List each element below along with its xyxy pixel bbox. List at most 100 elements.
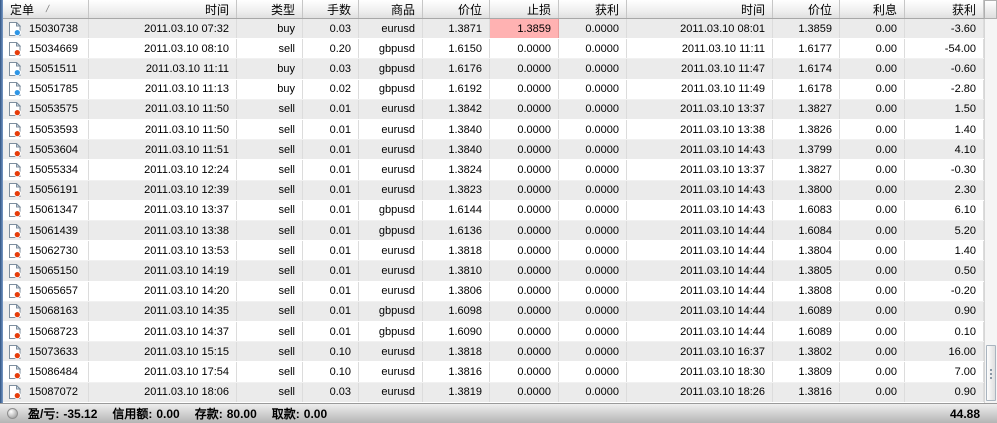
history-row[interactable]: 15062730 2011.03.10 13:53 sell 0.01 eurusd 1.… [3, 241, 984, 262]
order-sell-icon [9, 304, 21, 319]
cell-lots: 0.01 [303, 160, 359, 180]
history-row[interactable]: 15068723 2011.03.10 14:37 sell 0.01 gbpusd 1.… [3, 322, 984, 343]
history-row[interactable]: 15051785 2011.03.10 11:13 buy 0.02 gbpusd 1.6… [3, 79, 984, 100]
cell-tp: 0.0000 [559, 221, 627, 241]
cell-open_price: 1.3871 [423, 19, 490, 39]
cell-type: sell [237, 382, 303, 402]
cell-close_price: 1.3827 [773, 160, 840, 180]
order-buy-icon [9, 82, 21, 97]
history-row[interactable]: 15086484 2011.03.10 17:54 sell 0.10 eurusd 1.… [3, 362, 984, 383]
column-header-label: 价位 [457, 2, 482, 17]
column-header-label: 时间 [204, 2, 229, 17]
cell-type: buy [237, 19, 303, 39]
cell-tp: 0.0000 [559, 382, 627, 402]
history-row[interactable]: 15065150 2011.03.10 14:19 sell 0.01 eurusd 1.… [3, 261, 984, 282]
cell-tp: 0.0000 [559, 19, 627, 39]
order-number: 15086484 [29, 366, 78, 379]
history-row[interactable]: 15053604 2011.03.10 11:51 sell 0.01 eurusd 1.… [3, 140, 984, 161]
history-row[interactable]: 15073633 2011.03.10 15:15 sell 0.10 eurusd 1.… [3, 342, 984, 363]
column-header-type[interactable]: 类型 [237, 0, 303, 18]
history-row[interactable]: 15055334 2011.03.10 12:24 sell 0.01 eurusd 1.… [3, 160, 984, 181]
cell-sl: 0.0000 [490, 261, 559, 281]
cell-close_time: 2011.03.10 14:44 [627, 281, 773, 301]
cell-open_price: 1.3818 [423, 342, 490, 362]
scrollbar-thumb[interactable] [986, 345, 996, 401]
history-row[interactable]: 15056191 2011.03.10 12:39 sell 0.01 eurusd 1.… [3, 180, 984, 201]
cell-close_price: 1.3800 [773, 180, 840, 200]
cell-type: sell [237, 39, 303, 59]
cell-profit: 0.10 [905, 322, 984, 342]
cell-symbol: eurusd [359, 19, 423, 39]
cell-close_time: 2011.03.10 08:01 [627, 19, 773, 39]
cell-open_price: 1.6144 [423, 200, 490, 221]
cell-type: sell [237, 160, 303, 180]
column-header-swap[interactable]: 利息 [840, 0, 905, 18]
cell-close_price: 1.6083 [773, 200, 840, 221]
order-sell-icon [9, 324, 21, 339]
cell-sl: 0.0000 [490, 322, 559, 342]
column-header-close_time[interactable]: 时间 [627, 0, 773, 18]
history-row[interactable]: 15034669 2011.03.10 08:10 sell 0.20 gbpusd 1.… [3, 39, 984, 60]
column-header-close_price[interactable]: 价位 [773, 0, 840, 18]
history-row[interactable]: 15061439 2011.03.10 13:38 sell 0.01 gbpusd 1.… [3, 221, 984, 242]
cell-swap: 0.00 [840, 221, 905, 241]
vertical-scrollbar[interactable] [984, 0, 997, 403]
cell-order: 15051785 [3, 79, 89, 99]
history-row[interactable]: 15087072 2011.03.10 18:06 sell 0.03 eurusd 1.… [3, 382, 984, 403]
cell-sl: 0.0000 [490, 362, 559, 382]
cell-close_time: 2011.03.10 14:43 [627, 140, 773, 160]
column-header-tp[interactable]: 获利 [559, 0, 627, 18]
cell-tp: 0.0000 [559, 120, 627, 140]
cell-sl: 0.0000 [490, 281, 559, 301]
cell-symbol: gbpusd [359, 79, 423, 99]
deposit-stat: 存款: 80.00 [195, 405, 257, 422]
history-row[interactable]: 15053593 2011.03.10 11:50 sell 0.01 eurusd 1.… [3, 120, 984, 141]
cell-close_time: 2011.03.10 11:47 [627, 59, 773, 79]
column-header-symbol[interactable]: 商品 [359, 0, 423, 18]
cell-lots: 0.01 [303, 200, 359, 221]
order-sell-icon [9, 264, 21, 279]
history-row[interactable]: 15068163 2011.03.10 14:35 sell 0.01 gbpusd 1.… [3, 301, 984, 323]
cell-order: 15086484 [3, 362, 89, 382]
profit-loss-value: -35.12 [63, 407, 98, 421]
cell-swap: 0.00 [840, 261, 905, 281]
cell-tp: 0.0000 [559, 160, 627, 180]
cell-profit: 1.50 [905, 99, 984, 120]
column-header-order[interactable]: 定单 / [3, 0, 89, 18]
column-header-open_price[interactable]: 价位 [423, 0, 490, 18]
cell-profit: 1.40 [905, 120, 984, 140]
column-header-label: 止损 [526, 2, 551, 17]
column-header-open_time[interactable]: 时间 [89, 0, 237, 18]
cell-close_price: 1.6089 [773, 301, 840, 322]
cell-lots: 0.01 [303, 281, 359, 301]
history-row[interactable]: 15053575 2011.03.10 11:50 sell 0.01 eurusd 1.… [3, 99, 984, 121]
cell-symbol: eurusd [359, 120, 423, 140]
cell-close_time: 2011.03.10 16:37 [627, 342, 773, 362]
cell-close_time: 2011.03.10 11:49 [627, 79, 773, 99]
order-number: 15068163 [29, 305, 78, 318]
cell-swap: 0.00 [840, 59, 905, 79]
cell-type: sell [237, 261, 303, 281]
scrollbar-track[interactable] [984, 19, 997, 403]
cell-open_time: 2011.03.10 07:32 [89, 19, 237, 39]
scrollbar-corner-button[interactable] [984, 0, 997, 19]
column-header-label: 手数 [326, 2, 351, 17]
cell-symbol: gbpusd [359, 301, 423, 322]
cell-swap: 0.00 [840, 342, 905, 362]
history-row[interactable]: 15061347 2011.03.10 13:37 sell 0.01 gbpusd 1.… [3, 200, 984, 222]
column-header-sl[interactable]: 止损 [490, 0, 559, 18]
history-row[interactable]: 15030738 2011.03.10 07:32 buy 0.03 eurusd 1.3… [3, 19, 984, 40]
cell-order: 15056191 [3, 180, 89, 200]
cell-open_price: 1.6176 [423, 59, 490, 79]
cell-open_time: 2011.03.10 08:10 [89, 39, 237, 59]
order-number: 15053575 [29, 103, 78, 116]
history-row[interactable]: 15065657 2011.03.10 14:20 sell 0.01 eurusd 1.… [3, 281, 984, 302]
column-header-lots[interactable]: 手数 [303, 0, 359, 18]
cell-order: 15073633 [3, 342, 89, 362]
order-number: 15053604 [29, 143, 78, 156]
cell-tp: 0.0000 [559, 39, 627, 59]
history-row[interactable]: 15051511 2011.03.10 11:11 buy 0.03 gbpusd 1.6… [3, 59, 984, 80]
cell-symbol: eurusd [359, 180, 423, 200]
column-header-profit[interactable]: 获利 [905, 0, 984, 18]
cell-lots: 0.03 [303, 382, 359, 402]
